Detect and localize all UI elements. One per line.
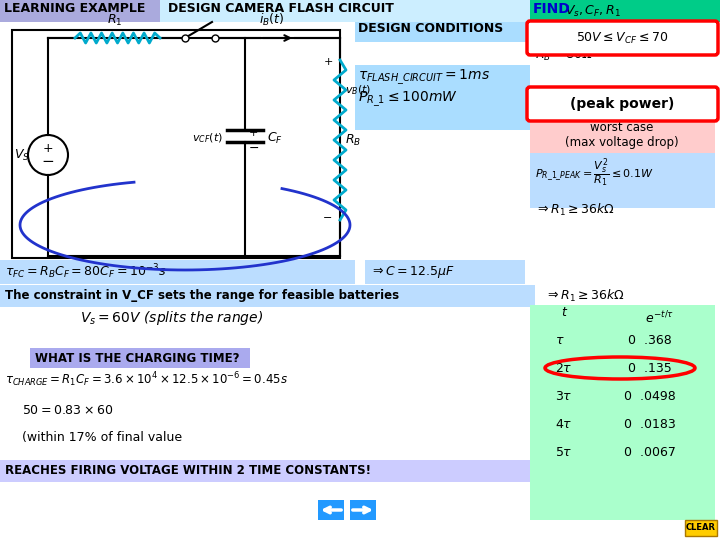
FancyBboxPatch shape	[530, 305, 715, 520]
Text: REACHES FIRING VOLTAGE WITHIN 2 TIME CONSTANTS!: REACHES FIRING VOLTAGE WITHIN 2 TIME CON…	[5, 464, 371, 477]
Text: WHAT IS THE CHARGING TIME?: WHAT IS THE CHARGING TIME?	[35, 352, 240, 365]
Text: $P_{R\_1\_PEAK} = \dfrac{V_s^2}{R_1} \leq 0.1W$: $P_{R\_1\_PEAK} = \dfrac{V_s^2}{R_1} \le…	[535, 156, 654, 189]
Text: DESIGN CONDITIONS: DESIGN CONDITIONS	[358, 22, 503, 35]
Text: $V_S$: $V_S$	[14, 147, 30, 163]
FancyBboxPatch shape	[355, 22, 530, 42]
Text: $R_B = 80\Omega$: $R_B = 80\Omega$	[535, 48, 593, 63]
Circle shape	[28, 135, 68, 175]
Text: $50V \leq V_{CF} \leq 70$: $50V \leq V_{CF} \leq 70$	[576, 30, 668, 45]
FancyBboxPatch shape	[355, 65, 530, 130]
Text: +: +	[42, 143, 53, 156]
Text: 0  .0498: 0 .0498	[624, 389, 676, 402]
Text: $V_s, C_F, R_1$: $V_s, C_F, R_1$	[565, 3, 621, 18]
Text: worst case
(max voltage drop): worst case (max voltage drop)	[565, 121, 679, 149]
FancyBboxPatch shape	[530, 153, 715, 208]
Text: 0  .368: 0 .368	[628, 334, 672, 347]
Text: 0  .135: 0 .135	[628, 361, 672, 375]
FancyBboxPatch shape	[527, 21, 718, 55]
Text: $t$: $t$	[562, 306, 569, 319]
Text: 0  .0067: 0 .0067	[624, 446, 676, 458]
FancyBboxPatch shape	[350, 500, 376, 520]
Text: $2\tau$: $2\tau$	[555, 361, 572, 375]
FancyBboxPatch shape	[0, 460, 530, 482]
Text: $\Rightarrow R_1 \geq 36k\Omega$: $\Rightarrow R_1 \geq 36k\Omega$	[535, 202, 615, 218]
Text: $\Rightarrow C = 12.5\mu F$: $\Rightarrow C = 12.5\mu F$	[370, 264, 454, 280]
Bar	[12, 30, 340, 258]
Text: $R_1$: $R_1$	[107, 13, 122, 28]
Text: −: −	[42, 153, 55, 168]
FancyBboxPatch shape	[530, 118, 715, 153]
Text: CLEAR: CLEAR	[686, 523, 716, 532]
Text: $P_{R\_1} \leq 100mW$: $P_{R\_1} \leq 100mW$	[358, 90, 458, 110]
Text: $v_{CF}(t)$: $v_{CF}(t)$	[192, 131, 223, 145]
Text: $5\tau$: $5\tau$	[555, 446, 572, 458]
Text: −: −	[249, 141, 259, 154]
Text: $3\tau$: $3\tau$	[555, 389, 572, 402]
Text: $v_B(t)$: $v_B(t)$	[345, 83, 372, 97]
Text: −: −	[323, 213, 333, 223]
FancyBboxPatch shape	[0, 285, 535, 307]
FancyBboxPatch shape	[318, 500, 344, 520]
FancyBboxPatch shape	[30, 348, 250, 368]
Text: +: +	[249, 128, 258, 138]
Text: (peak power): (peak power)	[570, 97, 674, 111]
Text: DESIGN CAMERA FLASH CIRCUIT: DESIGN CAMERA FLASH CIRCUIT	[168, 2, 394, 15]
FancyBboxPatch shape	[527, 87, 718, 121]
FancyBboxPatch shape	[160, 0, 530, 22]
Text: $\tau$: $\tau$	[555, 334, 564, 347]
Text: $V_s = 60V$ (splits the range): $V_s = 60V$ (splits the range)	[80, 309, 264, 327]
Text: $R_B$: $R_B$	[345, 132, 361, 147]
Text: $\tau_{FLASH\_CIRCUIT} = 1ms$: $\tau_{FLASH\_CIRCUIT} = 1ms$	[358, 68, 490, 87]
Text: $e^{-t/\tau}$: $e^{-t/\tau}$	[645, 310, 675, 327]
FancyBboxPatch shape	[0, 22, 355, 260]
Text: $\Rightarrow R_1 \geq 36k\Omega$: $\Rightarrow R_1 \geq 36k\Omega$	[545, 288, 624, 304]
Text: $4\tau$: $4\tau$	[555, 417, 572, 430]
Text: $50 = 0.83 \times 60$: $50 = 0.83 \times 60$	[22, 403, 113, 416]
Text: FIND: FIND	[533, 2, 571, 16]
Text: The constraint in V_CF sets the range for feasible batteries: The constraint in V_CF sets the range fo…	[5, 289, 399, 302]
Text: 0  .0183: 0 .0183	[624, 417, 676, 430]
Text: (within 17% of final value: (within 17% of final value	[22, 431, 182, 444]
FancyBboxPatch shape	[685, 520, 717, 536]
Text: +: +	[323, 57, 333, 67]
FancyBboxPatch shape	[0, 0, 160, 22]
FancyBboxPatch shape	[0, 260, 355, 284]
Text: $i_B(t)$: $i_B(t)$	[259, 12, 284, 28]
Text: $\tau_{CHARGE} = R_1C_F = 3.6\times10^4 \times 12.5\times10^{-6} = 0.45s$: $\tau_{CHARGE} = R_1C_F = 3.6\times10^4 …	[5, 370, 288, 389]
Text: $\tau_{FC} = R_BC_F = 80C_F = 10^{-3}s$: $\tau_{FC} = R_BC_F = 80C_F = 10^{-3}s$	[5, 262, 167, 281]
FancyBboxPatch shape	[365, 260, 525, 284]
FancyBboxPatch shape	[530, 0, 720, 22]
Text: LEARNING EXAMPLE: LEARNING EXAMPLE	[4, 2, 145, 15]
Text: $C_F$: $C_F$	[267, 131, 283, 146]
